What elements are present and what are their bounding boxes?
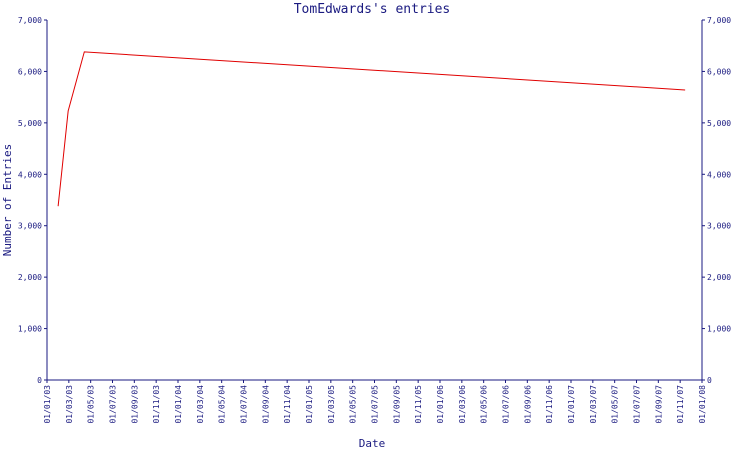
x-tick-label: 01/05/05 [349,385,358,424]
x-tick-label: 01/05/07 [611,385,620,424]
x-tick-label: 01/03/03 [65,385,74,424]
y-tick-label-left: 7,000 [18,16,42,25]
x-tick-label: 01/03/05 [327,385,336,424]
x-tick-label: 01/01/07 [567,385,576,424]
y-tick-label-left: 5,000 [18,119,42,128]
y-tick-label-right: 4,000 [707,170,731,179]
x-tick-label: 01/07/07 [633,385,642,424]
x-ticks: 01/01/03 01/03/03 01/05/03 01/07/03 01/09/03… [43,380,707,424]
series-layer [57,51,686,207]
y-tick-label-left: 6,000 [18,67,42,76]
x-tick-label: 01/01/04 [174,385,183,424]
y-tick-label-right: 5,000 [707,119,731,128]
x-tick-label: 01/01/08 [698,385,707,424]
x-tick-label: 01/01/05 [305,385,314,424]
x-tick-label: 01/11/04 [283,385,292,424]
x-tick-label: 01/07/03 [109,385,118,424]
x-tick-label: 01/11/06 [545,385,554,424]
y-axis-label: Number of Entries [1,144,14,257]
y-tick-label-right: 7,000 [707,16,731,25]
x-tick-label: 01/07/04 [240,385,249,424]
x-tick-label: 01/09/05 [392,385,401,424]
x-tick-label: 01/07/05 [371,385,380,424]
x-tick-label: 01/09/06 [523,385,532,424]
x-tick-label: 01/09/03 [130,385,139,424]
y-tick-label-right: 3,000 [707,222,731,231]
y-tick-label-left: 3,000 [18,222,42,231]
y-tick-label-right: 6,000 [707,67,731,76]
x-tick-label: 01/11/05 [414,385,423,424]
chart-title: TomEdwards's entries [294,2,451,17]
x-tick-label: 01/03/04 [196,385,205,424]
x-tick-label: 01/03/06 [458,385,467,424]
x-tick-label: 01/03/07 [589,385,598,424]
y-tick-label-right: 2,000 [707,273,731,282]
x-tick-label: 01/09/07 [654,385,663,424]
x-axis-label: Date [359,437,386,450]
x-tick-label: 01/11/03 [152,385,161,424]
y-tick-label-left: 0 [37,376,42,385]
series-line [57,51,686,207]
x-tick-label: 01/05/04 [218,385,227,424]
x-tick-label: 01/11/07 [676,385,685,424]
x-tick-label: 01/05/06 [480,385,489,424]
x-tick-label: 01/09/04 [261,385,270,424]
x-tick-label: 01/05/03 [87,385,96,424]
y-tick-label-left: 1,000 [18,325,42,334]
y-tick-label-left: 4,000 [18,170,42,179]
y-tick-label-right: 1,000 [707,325,731,334]
y-ticks: 0 0 1,000 1,000 2,000 2,000 3,000 3,000 4,000 4,0… [18,16,731,385]
x-tick-label: 01/01/03 [43,385,52,424]
x-tick-label: 01/01/06 [436,385,445,424]
y-tick-label-right: 0 [707,376,712,385]
x-tick-label: 01/07/06 [502,385,511,424]
y-tick-label-left: 2,000 [18,273,42,282]
